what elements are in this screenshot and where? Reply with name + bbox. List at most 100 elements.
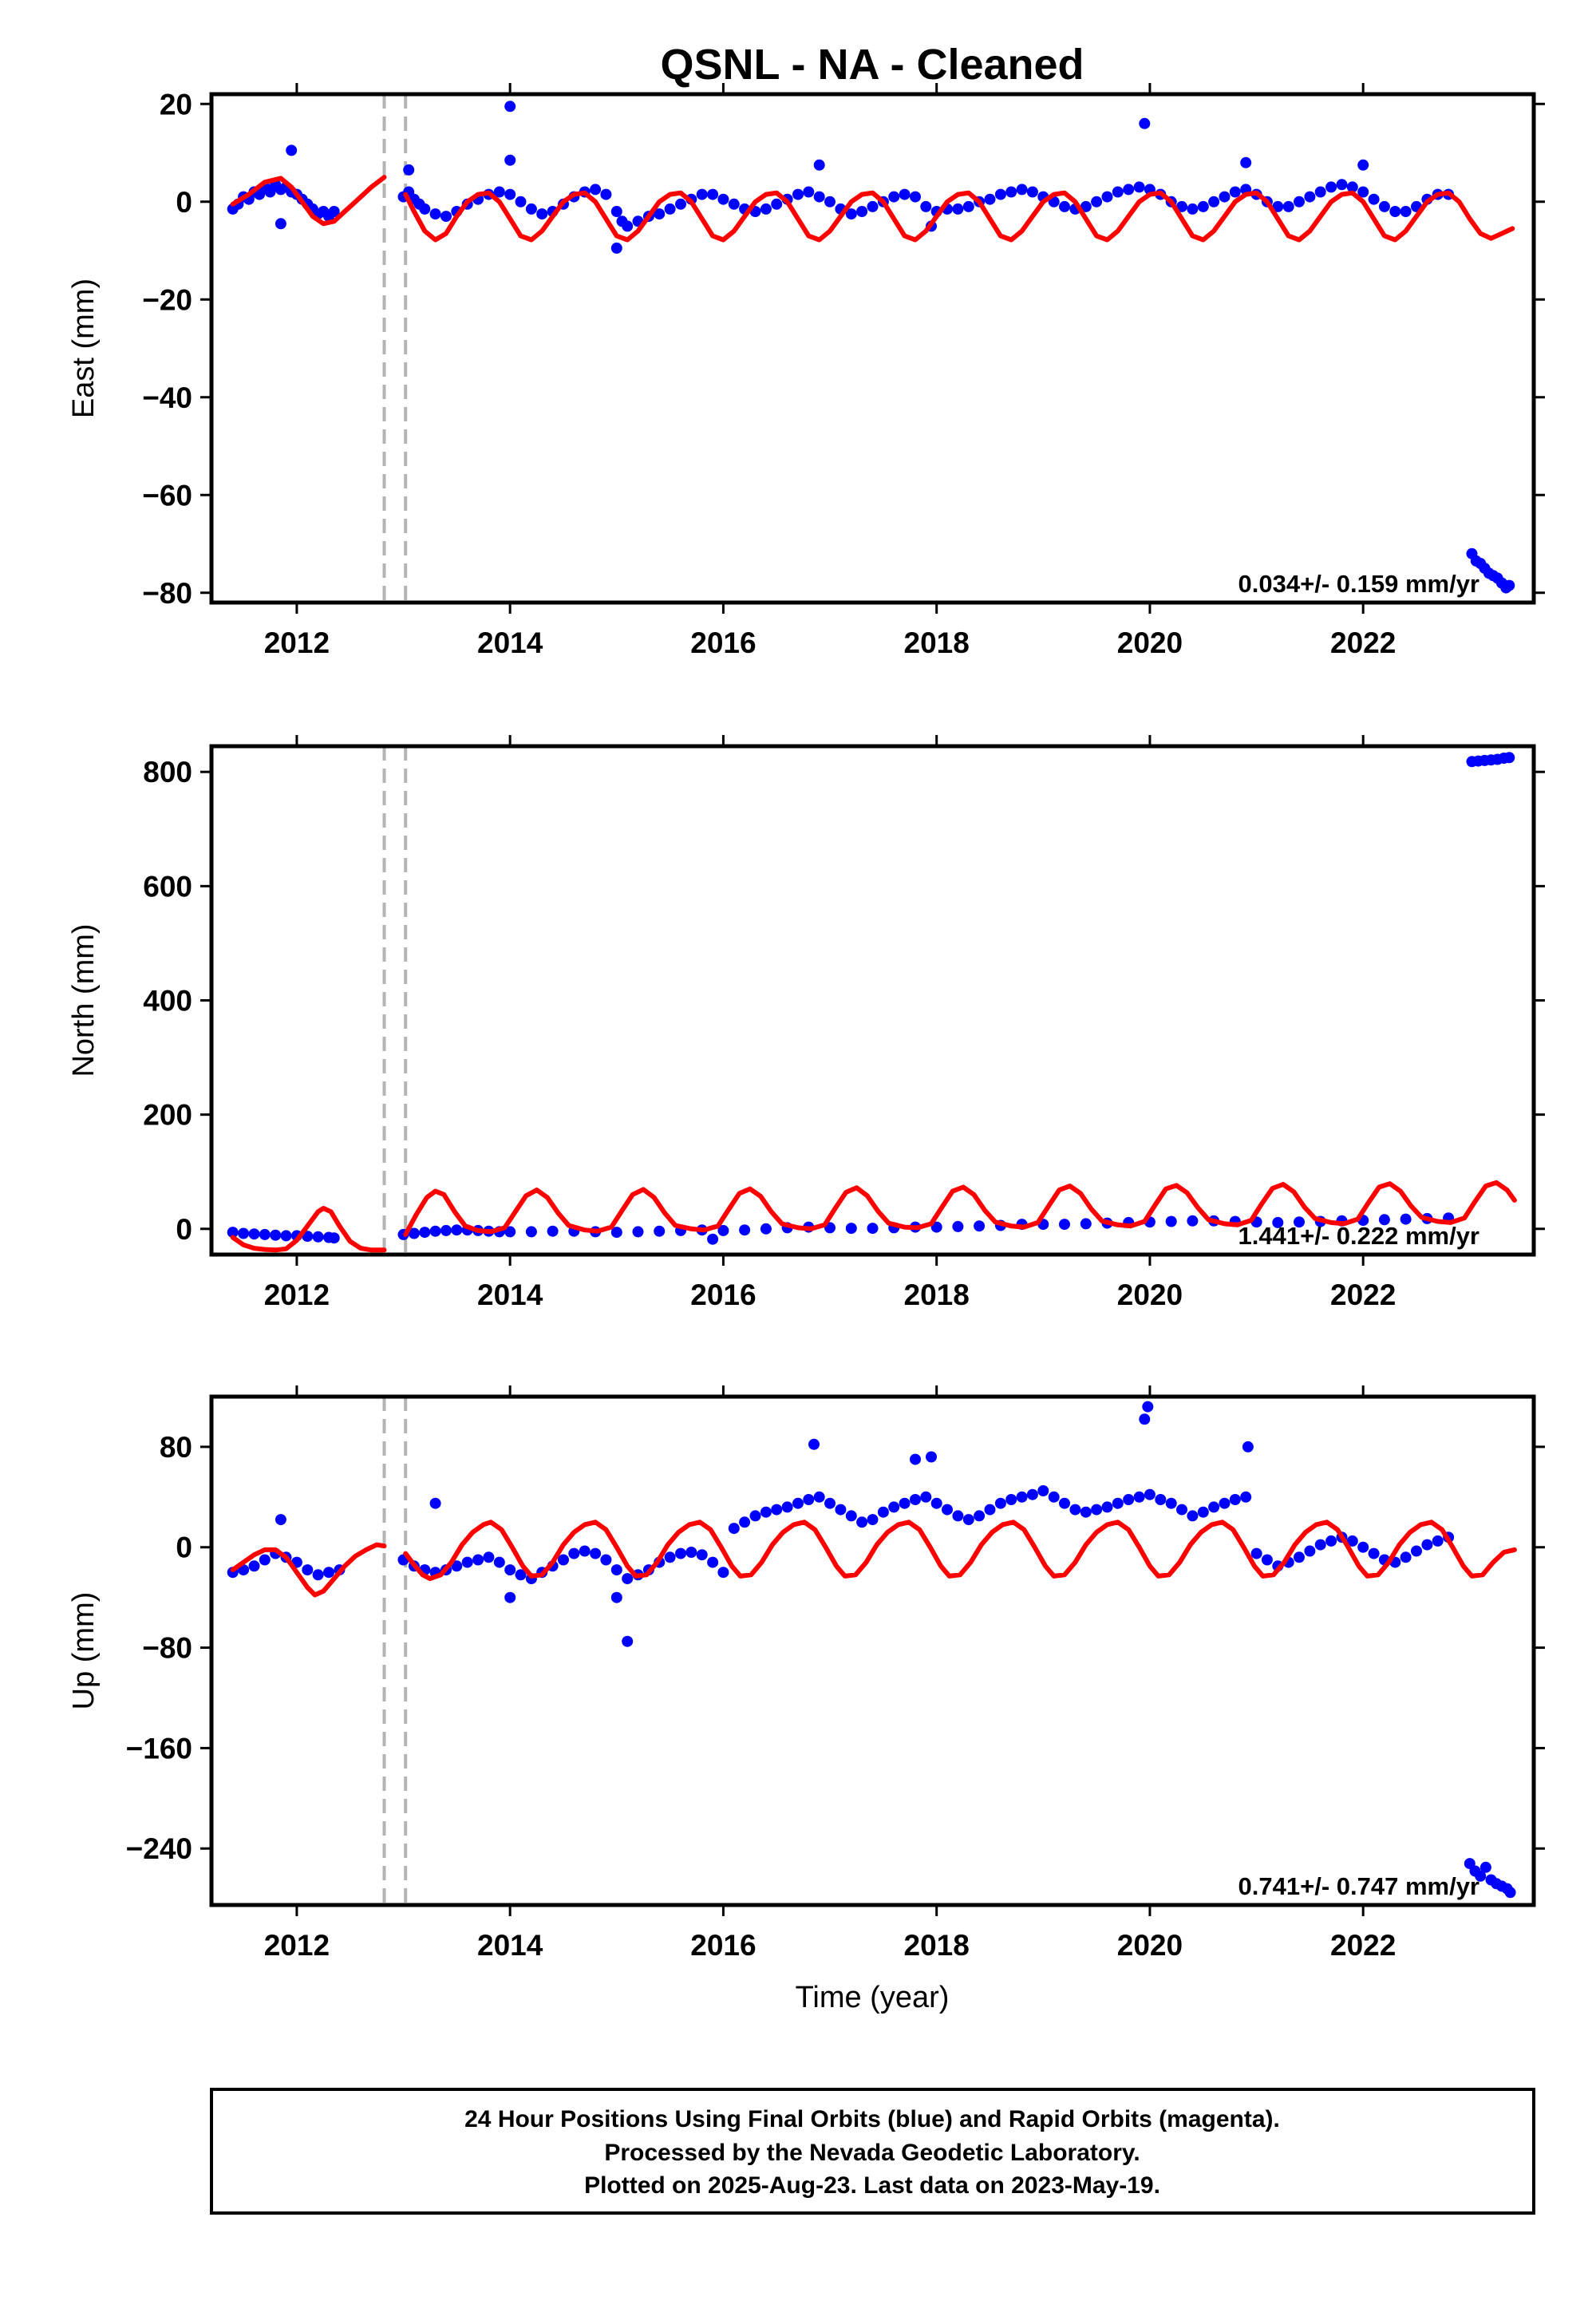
up-point-0-22	[515, 1569, 527, 1581]
up-point-0-77	[1101, 1501, 1113, 1513]
up-point-0-108	[1432, 1535, 1444, 1547]
east-point-0-118	[1400, 206, 1412, 217]
north-xtick-label-0: 2012	[264, 1279, 330, 1311]
up-ytick-label-3: −160	[126, 1732, 192, 1765]
east-point-0-106	[1272, 200, 1284, 212]
up-point-0-58	[899, 1497, 911, 1509]
north-model-curve-0	[230, 1206, 387, 1253]
east-model-curve-0	[230, 175, 387, 227]
up-model-curve-0	[230, 1542, 387, 1598]
east-point-0-31	[493, 186, 505, 198]
up-point-0-120	[610, 1591, 622, 1603]
east-ytick-label-5: −80	[142, 577, 192, 610]
up-point-0-105	[1400, 1551, 1412, 1563]
up-point-0-101	[1357, 1541, 1369, 1553]
up-xtick-label-5: 2022	[1330, 1929, 1396, 1962]
north-point-0-13	[419, 1227, 431, 1239]
up-point-0-29	[590, 1547, 602, 1559]
north-point-0-22	[525, 1226, 537, 1238]
east-point-0-93	[1133, 181, 1145, 193]
east-xtick-label-0: 2012	[264, 626, 330, 659]
up-point-0-19	[483, 1551, 495, 1563]
up-point-0-37	[675, 1547, 686, 1559]
east-point-0-113	[1346, 181, 1358, 193]
north-ytick-label-3: 200	[143, 1099, 192, 1132]
up-point-0-9	[323, 1567, 334, 1579]
up-point-0-86	[1197, 1506, 1209, 1518]
up-point-0-61	[930, 1497, 942, 1509]
north-xtick-label-1: 2014	[477, 1279, 543, 1311]
up-xtick-label-0: 2012	[264, 1929, 330, 1962]
up-point-0-7	[302, 1564, 314, 1576]
north-ytick-label-4: 0	[176, 1213, 192, 1246]
east-point-0-109	[1304, 191, 1316, 203]
up-point-0-115	[926, 1451, 937, 1463]
east-point-0-91	[1112, 186, 1124, 198]
east-xtick-label-1: 2014	[477, 626, 543, 659]
east-point-0-49	[675, 198, 686, 210]
east-point-0-83	[1026, 186, 1038, 198]
up-point-0-36	[664, 1551, 676, 1563]
up-ytick-label-0: 80	[160, 1431, 192, 1464]
up-point-0-63	[952, 1510, 964, 1522]
up-point-0-79	[1123, 1494, 1135, 1505]
east-panel: 20 0 −20 −40 −60 −80 2012 2014 2016 2018 2020 2022 E…	[67, 83, 1545, 659]
east-point-0-52	[707, 188, 719, 200]
east-rate-label: 0.034+/- 0.159 mm/yr	[1238, 570, 1479, 598]
up-point-0-57	[888, 1501, 900, 1513]
east-point-0-72	[920, 200, 932, 212]
up-point-0-51	[824, 1497, 836, 1509]
up-point-0-48	[792, 1497, 804, 1509]
east-model-curve-1	[403, 190, 1515, 243]
up-rate-label: 0.741+/- 0.747 mm/yr	[1238, 1872, 1479, 1900]
east-point-0-26	[440, 211, 452, 223]
east-ytick-label-1: 0	[176, 186, 192, 219]
up-point-0-28	[579, 1545, 591, 1557]
up-point-0-56	[877, 1506, 889, 1518]
up-ytick-label-2: −80	[142, 1632, 192, 1665]
north-point-0-63	[1400, 1213, 1412, 1225]
east-point-0-47	[654, 208, 666, 220]
up-point-0-39	[696, 1549, 708, 1561]
north-plot-area	[227, 752, 1517, 1253]
east-point-0-126	[1139, 117, 1151, 129]
north-point-0-12	[408, 1227, 420, 1239]
east-point-0-117	[1389, 206, 1401, 217]
up-point-0-17	[461, 1556, 473, 1568]
up-point-0-2	[248, 1560, 260, 1572]
up-point-0-74	[1069, 1504, 1081, 1516]
east-point-0-98	[1187, 203, 1199, 215]
east-point-0-127	[813, 159, 825, 171]
footer-line-orbits: 24 Hour Positions Using Final Orbits (bl…	[464, 2106, 1280, 2132]
up-point-0-119	[504, 1591, 516, 1603]
up-point-0-72	[1048, 1491, 1060, 1503]
up-ytick-label-4: −240	[126, 1832, 192, 1865]
north-point-0-38	[867, 1223, 879, 1235]
up-point-0-123	[1475, 1870, 1487, 1882]
north-point-0-8	[312, 1231, 324, 1243]
up-point-0-111	[429, 1497, 441, 1509]
north-point-0-14	[429, 1225, 441, 1237]
x-axis-label: Time (year)	[796, 1981, 950, 2014]
up-point-0-40	[707, 1556, 719, 1568]
east-point-0-60	[792, 188, 804, 200]
up-point-0-118	[1242, 1441, 1254, 1452]
north-ytick-label-0: 800	[143, 756, 192, 788]
up-xtick-label-2: 2016	[690, 1929, 756, 1962]
east-point-0-42	[610, 206, 622, 217]
north-ytick-label-2: 400	[143, 985, 192, 1018]
up-point-0-8	[312, 1569, 324, 1581]
up-point-0-129	[1504, 1887, 1516, 1899]
up-ytick-label-1: 0	[176, 1531, 192, 1564]
up-point-0-113	[808, 1438, 820, 1450]
up-point-0-106	[1411, 1545, 1422, 1557]
east-point-0-125	[504, 154, 516, 166]
up-point-0-50	[813, 1491, 825, 1503]
up-point-0-32	[622, 1573, 634, 1585]
east-point-0-129	[1357, 159, 1369, 171]
up-point-0-75	[1080, 1506, 1092, 1518]
east-point-0-111	[1325, 181, 1337, 193]
north-xtick-label-3: 2018	[904, 1279, 970, 1311]
up-point-0-98	[1325, 1535, 1337, 1547]
